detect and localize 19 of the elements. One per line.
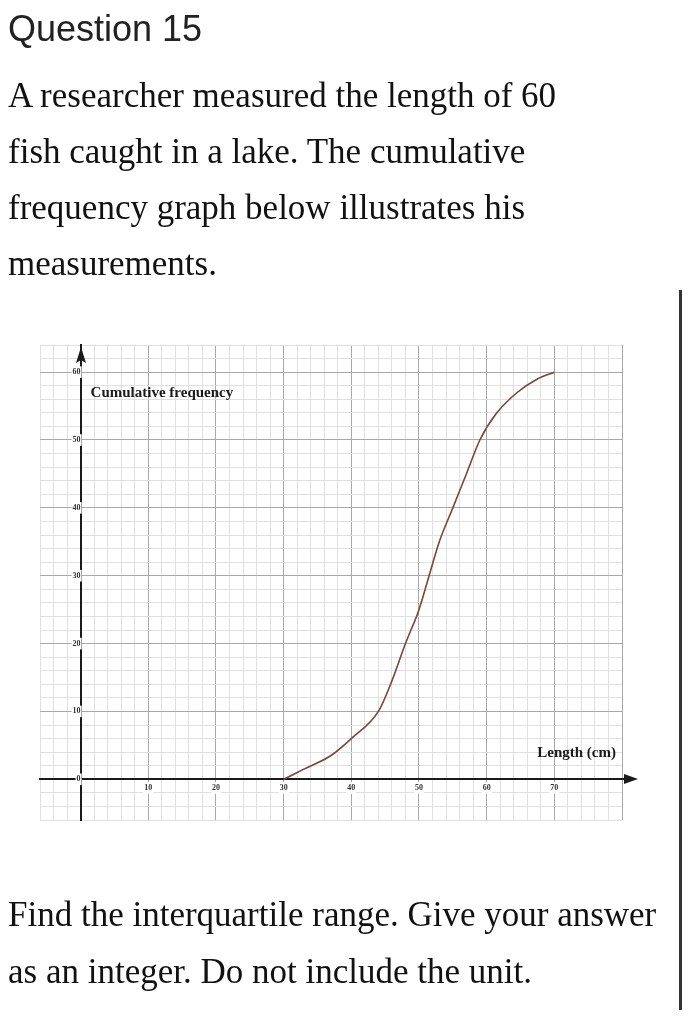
y-tick-label: 60	[72, 367, 81, 377]
x-axis-title: Length (cm)	[537, 744, 616, 762]
chart-title: Question 15	[8, 8, 203, 50]
y-tick-label: 0	[76, 774, 81, 784]
x-tick-label: 50	[414, 783, 423, 793]
x-tick-label: 60	[482, 783, 491, 793]
x-tick-label: 30	[279, 783, 288, 793]
y-axis-title: Cumulative frequency	[90, 384, 234, 400]
y-tick-label: 50	[72, 435, 81, 445]
y-tick-label: 30	[72, 570, 81, 580]
x-tick-label: 20	[211, 783, 220, 793]
y-tick-label: 10	[72, 706, 81, 716]
y-tick-label: 20	[72, 638, 81, 648]
y-tick-label: 40	[72, 502, 81, 512]
x-tick-label: 40	[347, 783, 356, 793]
x-tick-label: 70	[550, 783, 559, 793]
chart-subtitle: A researcher measured the length of 60 fish caught in a lake. The cumulative frequency graph below illustrates his measurements.	[8, 75, 558, 285]
x-tick-label: 10	[144, 783, 153, 793]
text: Find the interquartile range. Give your answer as an integer. Do not include the unit.	[8, 894, 658, 993]
